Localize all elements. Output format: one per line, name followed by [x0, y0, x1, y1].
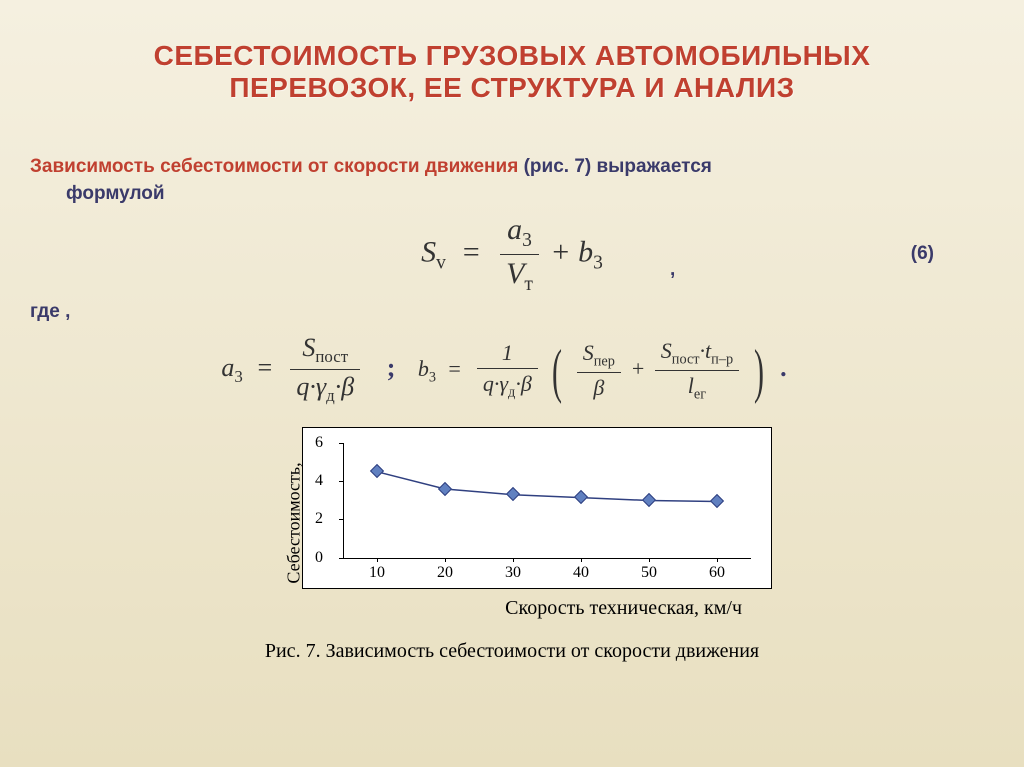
title-line-2: ПЕРЕВОЗОК, ЕЕ СТРУКТУРА И АНАЛИЗ — [0, 72, 1024, 104]
title-line-1: СЕБЕСТОИМОСТЬ ГРУЗОВЫХ АВТОМОБИЛЬНЫХ — [0, 40, 1024, 72]
formula-sv: Sv = a3 Vт + b3 — [421, 213, 603, 296]
slide-title: СЕБЕСТОИМОСТЬ ГРУЗОВЫХ АВТОМОБИЛЬНЫХ ПЕР… — [0, 0, 1024, 124]
formula-a3: a3 = Sпост q·γд·β — [221, 353, 370, 382]
plot-area: 0246102030405060 — [343, 443, 751, 558]
y-tick-label: 6 — [315, 434, 323, 452]
x-axis-label: Скорость техническая, км/ч — [252, 597, 772, 620]
content-area: Зависимость себестоимости от скорости дв… — [0, 124, 1024, 663]
x-tick-label: 30 — [505, 564, 521, 582]
intro-text: Зависимость себестоимости от скорости дв… — [30, 154, 994, 207]
y-tick-label: 2 — [315, 510, 323, 528]
x-tick-label: 50 — [641, 564, 657, 582]
x-tick-label: 10 — [369, 564, 385, 582]
y-tick-label: 4 — [315, 472, 323, 490]
x-tick-label: 40 — [573, 564, 589, 582]
intro-rest-2: формулой — [30, 181, 994, 208]
formula-main: Sv = a3 Vт + b3 , (6) — [30, 219, 994, 289]
sub-formulas: a3 = Sпост q·γд·β ; b3 = 1 q·γд·β ( Sпер… — [30, 333, 994, 406]
intro-highlight: Зависимость себестоимости от скорости дв… — [30, 156, 518, 177]
y-tick-label: 0 — [315, 549, 323, 567]
figure-caption: Рис. 7. Зависимость себестоимости от ско… — [30, 640, 994, 663]
chart-box: 0 2 4 6 10 20 30 40 50 60 — [302, 427, 772, 589]
x-tick-label: 20 — [437, 564, 453, 582]
intro-rest-1: (рис. 7) выражается — [518, 156, 712, 177]
where-label: где , — [30, 301, 994, 323]
formula-b3: b3 = 1 q·γд·β ( Sпер β + Sпост·tп–р lег … — [418, 356, 774, 381]
formula-comma: , — [670, 259, 675, 281]
chart-line-svg — [343, 443, 751, 558]
formula-final-punct: . — [780, 353, 787, 382]
equation-number: (6) — [911, 243, 934, 265]
formula-separator: ; — [387, 353, 396, 382]
x-tick-label: 60 — [709, 564, 725, 582]
chart: Себестоимость,р./ткм 0246102030405060 Ск… — [252, 427, 772, 620]
